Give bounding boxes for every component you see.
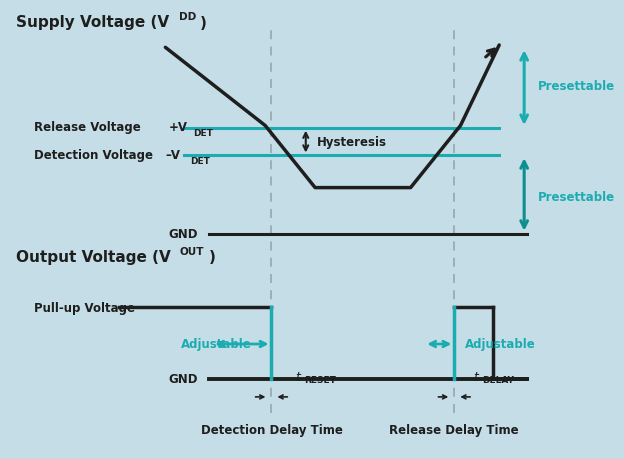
Text: DD: DD	[179, 12, 197, 22]
Text: Output Voltage (V: Output Voltage (V	[16, 250, 170, 264]
Text: Presettable: Presettable	[538, 191, 615, 204]
Text: Detection Voltage: Detection Voltage	[34, 149, 154, 162]
Text: Pull-up Voltage: Pull-up Voltage	[34, 301, 135, 314]
Text: DET: DET	[190, 157, 210, 166]
Text: Release Voltage: Release Voltage	[34, 121, 141, 134]
Text: Hysteresis: Hysteresis	[317, 136, 387, 149]
Text: $t$: $t$	[473, 370, 480, 383]
Text: $t$: $t$	[295, 370, 303, 383]
Text: Detection Delay Time: Detection Delay Time	[200, 423, 343, 436]
Text: DELAY: DELAY	[482, 375, 514, 384]
Text: +V: +V	[168, 121, 187, 134]
Text: Adjustable: Adjustable	[181, 338, 251, 351]
Text: OUT: OUT	[179, 246, 203, 257]
Text: GND: GND	[168, 372, 198, 385]
Text: –V: –V	[165, 149, 180, 162]
Text: ): )	[209, 250, 216, 264]
Text: RESET: RESET	[305, 375, 336, 384]
Text: Supply Voltage (V: Supply Voltage (V	[16, 16, 168, 30]
Text: Adjustable: Adjustable	[465, 338, 535, 351]
Text: GND: GND	[168, 228, 198, 241]
Text: Release Delay Time: Release Delay Time	[389, 423, 519, 436]
Text: ): )	[200, 16, 207, 30]
Text: Presettable: Presettable	[538, 79, 615, 93]
Text: DET: DET	[193, 129, 213, 138]
